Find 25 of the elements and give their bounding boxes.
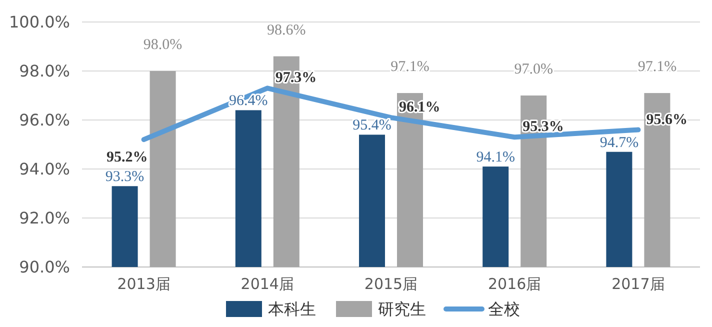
x-tick-label: 2015届 [364, 275, 418, 293]
legend-label: 全校 [488, 300, 520, 319]
data-label: 95.2% [106, 150, 148, 166]
x-tick-label: 2016届 [488, 275, 542, 293]
x-tick-label: 2017届 [612, 275, 665, 293]
x-tick-label: 2013届 [117, 275, 170, 293]
x-tick-label: 2014届 [240, 275, 294, 293]
y-tick-label: 98.0% [19, 62, 70, 81]
data-label: 97.1% [390, 59, 430, 76]
data-label: 95.6% [646, 112, 688, 128]
legend-label: 本科生 [268, 300, 316, 319]
data-label: 98.6% [267, 22, 306, 38]
y-tick-label: 90.0% [19, 258, 70, 277]
y-tick-label: 92.0% [19, 208, 70, 228]
data-label: 97.1% [638, 59, 677, 76]
data-label: 97.0% [514, 62, 553, 78]
legend-label: 研究生 [378, 300, 426, 319]
data-label: 95.4% [352, 118, 392, 134]
data-label: 94.7% [600, 134, 639, 151]
y-tick-label: 94.0% [19, 160, 70, 179]
data-label: 98.0% [143, 37, 182, 53]
data-label: 93.3% [105, 169, 144, 186]
data-label: 94.1% [476, 150, 515, 166]
y-tick-label: 96.0% [19, 110, 70, 130]
y-tick-label: 100.0% [8, 12, 70, 32]
